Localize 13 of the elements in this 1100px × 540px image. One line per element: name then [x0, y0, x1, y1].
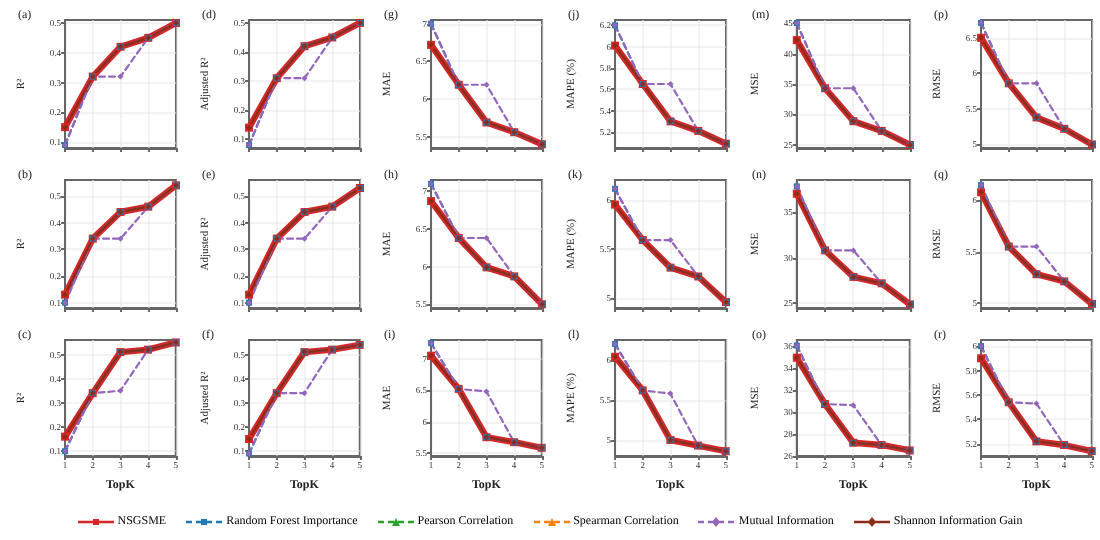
point [667, 81, 674, 87]
point [117, 73, 124, 80]
point [300, 75, 307, 82]
point [484, 81, 491, 88]
point [484, 388, 491, 395]
point [1034, 243, 1041, 250]
point [1034, 400, 1041, 407]
point [117, 387, 124, 394]
point [484, 234, 491, 241]
point [117, 235, 124, 242]
point [667, 390, 674, 397]
point [1034, 80, 1041, 87]
point [667, 237, 674, 244]
